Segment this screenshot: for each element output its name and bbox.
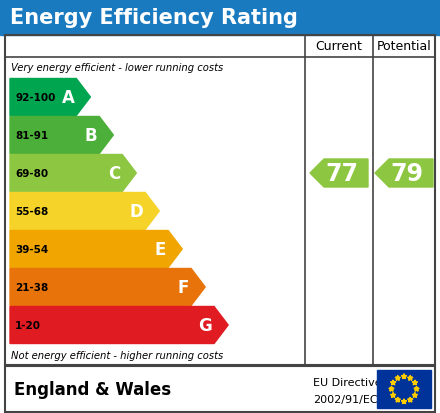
Polygon shape <box>375 159 433 188</box>
Text: 39-54: 39-54 <box>15 244 48 254</box>
Polygon shape <box>414 386 419 391</box>
Bar <box>5 36 435 365</box>
Text: 2002/91/EC: 2002/91/EC <box>313 394 378 404</box>
Polygon shape <box>391 380 396 385</box>
Polygon shape <box>395 375 400 380</box>
Text: C: C <box>108 165 120 183</box>
Polygon shape <box>389 386 394 391</box>
Polygon shape <box>10 269 205 306</box>
Polygon shape <box>412 393 418 398</box>
Text: England & Wales: England & Wales <box>14 380 171 398</box>
Polygon shape <box>310 159 368 188</box>
Text: F: F <box>178 278 189 296</box>
Polygon shape <box>395 397 400 402</box>
Text: Not energy efficient - higher running costs: Not energy efficient - higher running co… <box>11 350 223 360</box>
Polygon shape <box>10 117 114 154</box>
Text: 21-38: 21-38 <box>15 282 48 292</box>
Text: Very energy efficient - lower running costs: Very energy efficient - lower running co… <box>11 63 223 73</box>
Text: 81-91: 81-91 <box>15 131 48 141</box>
Polygon shape <box>10 155 136 192</box>
Text: 55-68: 55-68 <box>15 206 48 216</box>
Polygon shape <box>407 375 413 380</box>
Bar <box>0 365 440 413</box>
Text: 1-20: 1-20 <box>15 320 41 330</box>
Text: Current: Current <box>315 40 363 53</box>
Polygon shape <box>391 393 396 398</box>
Polygon shape <box>10 193 159 230</box>
Text: D: D <box>129 202 143 221</box>
Polygon shape <box>407 397 413 402</box>
Polygon shape <box>401 374 407 379</box>
Text: 79: 79 <box>390 161 423 185</box>
Text: Energy Efficiency Rating: Energy Efficiency Rating <box>10 8 298 28</box>
Bar <box>0 0 440 36</box>
Bar <box>5 366 435 412</box>
Bar <box>377 370 431 408</box>
Text: 77: 77 <box>326 161 359 185</box>
Text: 69-80: 69-80 <box>15 169 48 178</box>
Text: E: E <box>155 240 166 259</box>
Text: EU Directive: EU Directive <box>313 377 381 387</box>
Polygon shape <box>10 231 182 268</box>
Text: G: G <box>198 316 212 334</box>
Text: A: A <box>62 89 74 107</box>
Polygon shape <box>10 79 90 116</box>
Text: B: B <box>84 127 97 145</box>
Polygon shape <box>401 399 407 404</box>
Text: Potential: Potential <box>377 40 431 53</box>
Text: 92-100: 92-100 <box>15 93 55 103</box>
Polygon shape <box>412 380 418 385</box>
Polygon shape <box>10 307 228 344</box>
